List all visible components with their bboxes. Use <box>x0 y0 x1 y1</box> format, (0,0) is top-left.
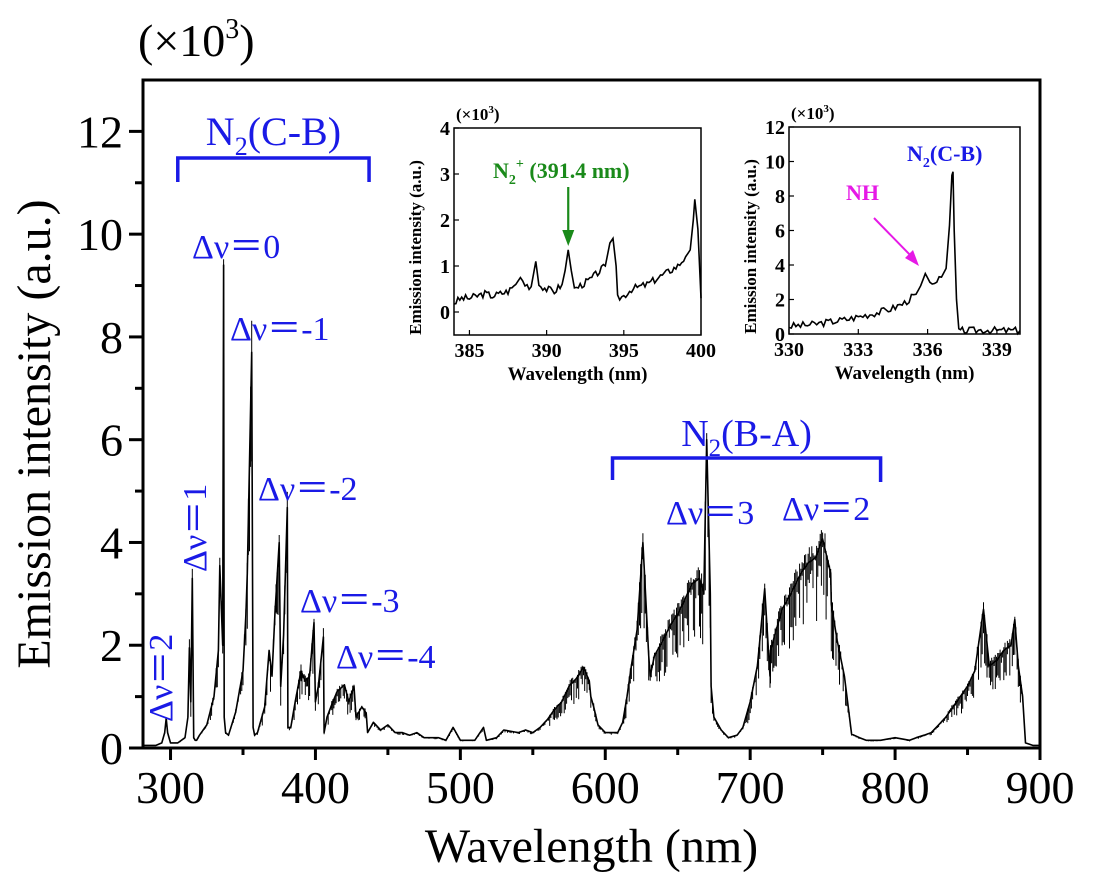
delta-v-label: Δν＝1 <box>177 484 214 572</box>
cb-bracket <box>176 156 371 182</box>
delta-v-label: Δν＝0 <box>192 229 280 266</box>
delta-v-label: Δν＝3 <box>666 495 754 532</box>
multiplier-exp: 3 <box>225 14 239 45</box>
delta-v-label: Δν＝-4 <box>336 639 436 676</box>
inset-x-tick-label: 400 <box>686 340 716 362</box>
y-tick-label: 12 <box>77 106 123 157</box>
inset-x-tick-label: 336 <box>913 339 943 361</box>
x-tick-label: 300 <box>136 762 205 813</box>
inset-y-tick-label: 12 <box>765 117 785 139</box>
label-rest: (B-A) <box>721 413 812 455</box>
ba-bracket <box>610 456 883 482</box>
multiplier-close: ) <box>494 105 500 124</box>
nh-annotation: NH <box>846 180 879 205</box>
label-sup: + <box>516 157 524 172</box>
inset-y-tick-label: 4 <box>440 118 450 140</box>
inset-spectrum-line <box>788 171 1021 336</box>
inset-spectrum-line <box>453 199 702 305</box>
multiplier-base: (×10 <box>456 105 488 124</box>
label-sub: 2 <box>709 435 722 462</box>
multiplier-base: (×10 <box>791 104 823 123</box>
x-tick-label: 600 <box>571 762 640 813</box>
inset-y-tick-label: 0 <box>440 302 450 324</box>
inset-y-tick-label: 2 <box>440 210 450 232</box>
inset-x-tick-label: 390 <box>532 340 562 362</box>
inset-y-tick-label: 0 <box>775 324 785 346</box>
inset-frame <box>788 126 1021 335</box>
label-rest: (391.4 nm) <box>524 158 630 183</box>
y-axis-label: Emission intensity (a.u.) <box>8 199 61 668</box>
label-n: N <box>493 158 509 183</box>
x-tick-label: 400 <box>281 762 350 813</box>
inset-x-tick-label: 333 <box>843 339 873 361</box>
inset-nh: 330 333 336 339 0 2 4 6 8 10 12 Wavelength (nm) Emis… <box>741 103 1021 384</box>
delta-v-label: Δν＝2 <box>782 491 870 528</box>
label-sub: 2 <box>923 156 930 171</box>
inset-y-tick-label: 2 <box>775 290 785 312</box>
n2plus-annotation: N2+ (391.4 nm) <box>493 157 630 188</box>
y-tick-label: 4 <box>100 517 123 568</box>
inset-x-axis-label: Wavelength (nm) <box>835 363 975 384</box>
ba-bracket-label: N2(B-A) <box>681 413 812 462</box>
label-n: N <box>907 141 923 166</box>
y-tick-label: 2 <box>100 620 123 671</box>
label-n: N <box>681 413 708 455</box>
label-n: N <box>206 109 235 154</box>
inset-y-axis-label: Emission intensity (a.u.) <box>406 160 425 335</box>
inset-x-tick-label: 385 <box>454 340 484 362</box>
x-axis-label: Wavelength (nm) <box>425 820 758 873</box>
inset-y-tick-label: 8 <box>775 186 785 208</box>
plot-frame <box>141 78 1042 750</box>
inset-x-tick-label: 330 <box>774 339 804 361</box>
cb-bracket-label: N2(C-B) <box>206 109 341 161</box>
multiplier-exp: 3 <box>488 104 494 116</box>
y-tick-label: 10 <box>77 209 123 260</box>
inset-multiplier-label: (×103) <box>456 104 500 124</box>
delta-v-label: Δν＝-1 <box>230 311 330 348</box>
nh-arrowhead-icon <box>905 250 919 266</box>
inset-y-tick-label: 4 <box>775 255 785 277</box>
inset-multiplier-label: (×103) <box>791 103 835 123</box>
inset-frame <box>453 127 702 336</box>
inset-y-tick-label: 3 <box>440 164 450 186</box>
label-sub: 2 <box>509 173 516 188</box>
inset-cb-annotation: N2(C-B) <box>907 141 982 171</box>
delta-v-label: Δν＝-3 <box>300 583 400 620</box>
delta-v-label: Δν＝-2 <box>258 471 358 508</box>
label-sub: 2 <box>235 132 248 161</box>
delta-v-label: Δν＝2 <box>143 634 180 722</box>
inset-y-tick-label: 6 <box>775 221 785 243</box>
multiplier-close: ) <box>829 104 835 123</box>
nh-arrow-shaft <box>873 217 915 260</box>
x-tick-label: 500 <box>426 762 495 813</box>
inset-x-tick-label: 395 <box>609 340 639 362</box>
y-multiplier-label: (×103) <box>138 14 255 66</box>
x-tick-label: 900 <box>1006 762 1075 813</box>
n2plus-arrowhead-icon <box>562 230 575 246</box>
x-tick-label: 700 <box>716 762 785 813</box>
y-tick-label: 8 <box>100 312 123 363</box>
x-tick-label: 800 <box>861 762 930 813</box>
inset-x-axis-label: Wavelength (nm) <box>508 364 648 385</box>
y-tick-label: 0 <box>100 723 123 774</box>
y-tick-label: 6 <box>100 415 123 466</box>
inset-x-tick-label: 339 <box>982 339 1012 361</box>
inset-n2-plus: 385 390 395 400 0 1 2 3 4 Wavelength (nm) Emission… <box>406 104 716 385</box>
inset-y-axis-label: Emission intensity (a.u.) <box>741 159 760 334</box>
multiplier-exp: 3 <box>823 103 829 115</box>
spectrum-noise <box>142 259 1040 746</box>
multiplier-base: (×10 <box>138 15 225 66</box>
label-rest: (C-B) <box>248 109 341 154</box>
inset-y-tick-label: 1 <box>440 256 450 278</box>
main-plot: 300 400 500 600 700 800 900024681012Wavelength… <box>8 14 1075 873</box>
multiplier-close: ) <box>239 15 254 66</box>
label-rest: (C-B) <box>930 141 983 166</box>
inset-y-tick-label: 10 <box>765 152 785 174</box>
